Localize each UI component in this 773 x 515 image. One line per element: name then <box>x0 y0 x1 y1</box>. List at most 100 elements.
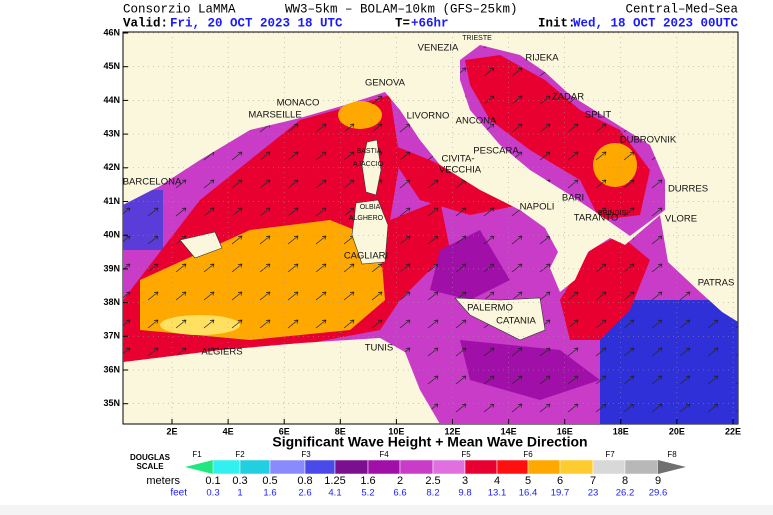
islands <box>179 139 546 341</box>
force-label: F5 <box>461 450 471 459</box>
place-label: ANCONA <box>456 116 497 127</box>
place-label: RIJEKA <box>525 53 559 64</box>
lat-label: 36N <box>103 364 120 374</box>
feet-value: 5.2 <box>361 488 374 499</box>
legend-swatch <box>367 459 401 475</box>
lat-label: 45N <box>103 61 120 71</box>
header-right: Central–Med–Sea <box>625 2 738 16</box>
feet-value: 26.2 <box>616 488 635 499</box>
place-label: TRIESTE <box>462 35 492 42</box>
place-label: ALGHERO <box>349 215 384 222</box>
meters-value: 9 <box>655 475 661 487</box>
place-label: ZADAR <box>552 92 584 103</box>
feet-value: 16.4 <box>519 488 538 499</box>
feet-value: 1.6 <box>263 488 276 499</box>
force-label: F4 <box>379 450 389 459</box>
place-label: LIVORNO <box>407 111 450 122</box>
feet-value: 9.8 <box>458 488 471 499</box>
feet-value: 8.2 <box>426 488 439 499</box>
valid-date: Fri, 20 OCT 2023 18 UTC <box>170 16 343 30</box>
lat-label: 40N <box>103 230 120 240</box>
legend-swatch <box>334 459 369 475</box>
place-label: DURRES <box>668 184 708 195</box>
lat-label: 46N <box>103 27 120 37</box>
feet-value: 19.7 <box>551 488 570 499</box>
place-label: GENOVA <box>365 78 406 89</box>
lon-label: 18E <box>613 426 629 436</box>
place-label: ALGIERS <box>201 347 242 358</box>
meters-value: 3 <box>462 475 468 487</box>
place-label: TUNIS <box>365 343 394 354</box>
legend-swatch <box>399 459 434 475</box>
init-label: Init: <box>538 16 576 30</box>
lon-label: 2E <box>166 426 177 436</box>
feet-value: 1 <box>237 488 242 499</box>
header: Consorzio LaMMA WW3–5km – BOLAM–10km (GF… <box>123 2 738 30</box>
legend-swatch <box>624 459 659 475</box>
legend-swatch <box>212 459 241 475</box>
place-label: PESCARA <box>473 146 519 157</box>
lon-label: 14E <box>501 426 517 436</box>
lon-label: 6E <box>279 426 290 436</box>
header-center: WW3–5km – BOLAM–10km (GFS–25km) <box>285 2 518 16</box>
lon-label: 22E <box>725 426 741 436</box>
init-date: Wed, 18 OCT 2023 00UTC <box>573 16 739 30</box>
scale-label: SCALE <box>136 462 164 471</box>
legend-swatch <box>239 459 271 475</box>
footer-title: Significant Wave Height + Mean Wave Dire… <box>272 434 587 450</box>
lon-label: 12E <box>444 426 460 436</box>
meters-value: 7 <box>590 475 596 487</box>
place-label: PALERMO <box>467 303 513 314</box>
lon-label: 20E <box>669 426 685 436</box>
t-value: +66hr <box>411 16 449 30</box>
feet-value: 0.3 <box>206 488 219 499</box>
legend-swatch <box>559 459 594 475</box>
bottom-strip <box>0 505 773 515</box>
legend-swatch <box>464 459 498 475</box>
place-label: PATRAS <box>698 278 735 289</box>
meters-value: 1.25 <box>324 475 345 487</box>
feet-value: 6.6 <box>393 488 406 499</box>
meters-value: 2 <box>397 475 403 487</box>
legend-swatch <box>592 459 626 475</box>
legend-arrow-left <box>185 460 213 474</box>
place-label: OLBIA <box>360 204 381 211</box>
feet-value: 29.6 <box>649 488 668 499</box>
place-label: MONACO <box>277 98 320 109</box>
t-label: T= <box>395 16 410 30</box>
place-label: BASTIA <box>357 148 382 155</box>
lon-label: 8E <box>335 426 346 436</box>
force-label: F2 <box>235 450 245 459</box>
meters-value: 6 <box>557 475 563 487</box>
place-label: BARI <box>562 193 584 204</box>
place-label: CIVITA- <box>441 154 474 165</box>
meters-value: 4 <box>494 475 500 487</box>
meters-value: 8 <box>622 475 628 487</box>
legend-swatch <box>496 459 529 475</box>
feet-value: 23 <box>588 488 599 499</box>
meters-value: 0.3 <box>232 475 247 487</box>
meters-label: meters <box>146 475 180 487</box>
force-label: F7 <box>605 450 615 459</box>
feet-value: 13.1 <box>488 488 507 499</box>
feet-label: feet <box>170 488 187 499</box>
meters-value: 0.1 <box>205 475 220 487</box>
meters-value: 5 <box>525 475 531 487</box>
legend-arrow-right <box>658 460 686 474</box>
lat-label: 35N <box>103 398 120 408</box>
place-label: VENEZIA <box>418 43 459 54</box>
force-label: F8 <box>667 450 677 459</box>
lat-label: 37N <box>103 331 120 341</box>
lon-label: 16E <box>557 426 573 436</box>
legend-swatch <box>269 459 306 475</box>
lat-label: 44N <box>103 95 120 105</box>
place-label: BRINDISI <box>598 210 628 217</box>
place-label: SPLIT <box>585 110 612 121</box>
lon-label: 4E <box>223 426 234 436</box>
lon-label: 10E <box>388 426 404 436</box>
valid-label: Valid: <box>123 16 168 30</box>
legend: DOUGLAS SCALE meters feet F1 F2 F3 F4 F5 F6 F7… <box>130 450 686 499</box>
place-label: CATANIA <box>496 316 536 327</box>
place-label: CAGLIARI <box>344 251 388 262</box>
